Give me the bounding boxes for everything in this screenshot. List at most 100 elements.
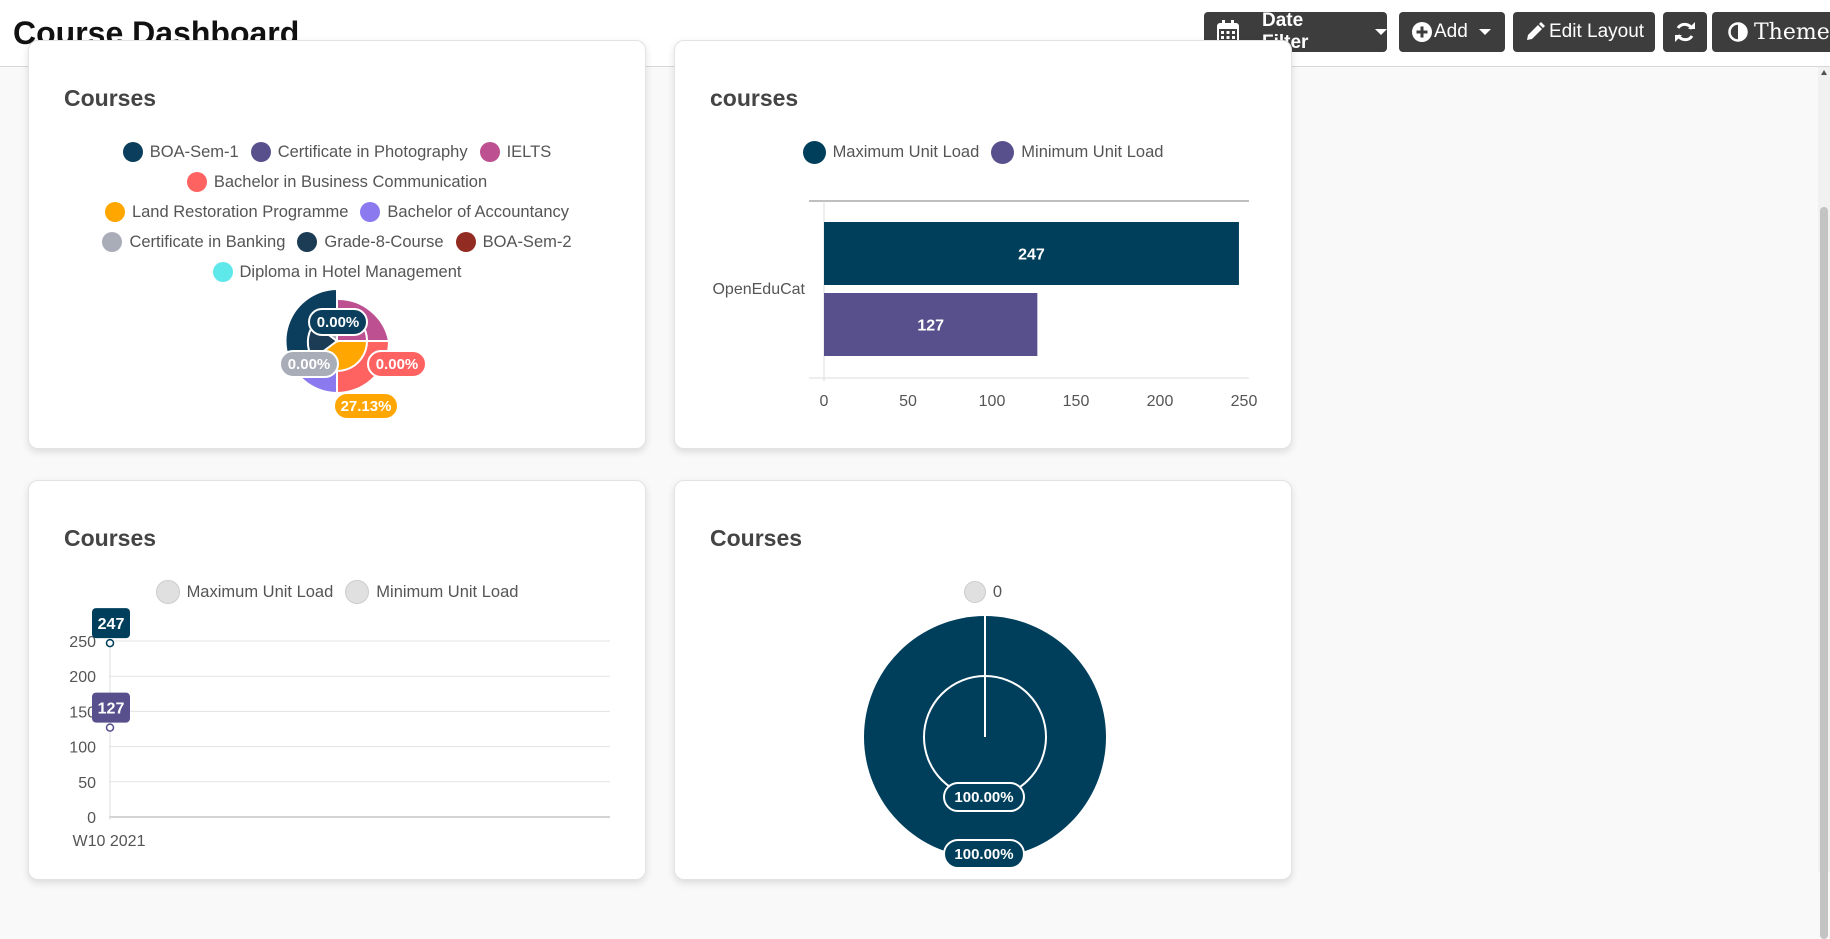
legend-color-swatch xyxy=(297,232,318,252)
line-point[interactable] xyxy=(105,723,115,732)
legend-color-swatch xyxy=(455,232,476,252)
legend-label: Maximum Unit Load xyxy=(832,142,980,161)
courses-line-card: Courses Maximum Unit Load Minimum Unit L… xyxy=(28,480,646,880)
theme-button[interactable]: Theme xyxy=(1712,12,1830,52)
legend-item[interactable]: 0 xyxy=(963,581,1002,603)
legend-color-swatch xyxy=(122,142,143,162)
legend-item[interactable]: Maximum Unit Load xyxy=(155,580,334,604)
line-legend: Maximum Unit Load Minimum Unit Load xyxy=(29,577,645,607)
scroll-up-arrow-icon[interactable] xyxy=(1821,70,1827,75)
legend-color-swatch xyxy=(155,580,180,604)
data-label-bg xyxy=(92,692,130,723)
y-tick-label: 100 xyxy=(69,740,96,757)
legend-color-swatch xyxy=(186,172,207,192)
edit-layout-button[interactable]: Edit Layout xyxy=(1513,12,1655,52)
legend-label: Minimum Unit Load xyxy=(1021,142,1164,161)
pie-data-label: 100.00% xyxy=(954,846,1013,863)
legend-color-swatch xyxy=(345,580,370,604)
y-tick-label: 200 xyxy=(69,669,96,686)
legend-item[interactable]: Minimum Unit Load xyxy=(991,140,1164,164)
pie-data-label: 0.00% xyxy=(317,314,360,331)
chevron-down-icon xyxy=(1375,29,1387,35)
legend-item[interactable]: Certificate in Banking xyxy=(102,232,285,252)
y-tick-label: 0 xyxy=(87,810,96,827)
legend-color-swatch xyxy=(250,142,271,162)
legend-label: Maximum Unit Load xyxy=(186,582,334,601)
pie-data-label-bg xyxy=(943,839,1025,869)
legend-item[interactable]: Land Restoration Programme xyxy=(104,202,349,222)
scrollbar-thumb[interactable] xyxy=(1820,207,1828,939)
x-tick-label: 50 xyxy=(899,393,917,410)
card-title: courses xyxy=(710,85,799,111)
legend-color-swatch xyxy=(360,202,381,222)
legend-label: Bachelor of Accountancy xyxy=(387,202,570,221)
vertical-scrollbar[interactable] xyxy=(1818,67,1830,939)
legend-item[interactable]: Bachelor in Business Communication xyxy=(186,172,488,192)
data-label-bg xyxy=(92,608,130,639)
pie-data-label: 27.13% xyxy=(341,398,392,415)
legend-label: BOA-Sem-2 xyxy=(482,232,572,251)
pie-data-label-bg xyxy=(308,308,368,336)
line-point[interactable] xyxy=(105,638,115,648)
pie-chart: 0.00% 0.00% 0.00% 27.13% xyxy=(279,287,427,420)
bar[interactable] xyxy=(824,222,1239,285)
add-label: Add xyxy=(1434,21,1468,42)
bar[interactable] xyxy=(824,293,1038,356)
legend-color-swatch xyxy=(479,142,500,162)
chevron-down-icon xyxy=(1478,29,1491,35)
pie-data-label: 0.00% xyxy=(288,356,331,373)
x-tick-label: 0 xyxy=(820,393,829,410)
legend-color-swatch xyxy=(104,202,125,222)
pie-legend: BOA-Sem-1 Certificate in Photography IEL… xyxy=(29,137,645,287)
plus-circle-icon xyxy=(1412,22,1432,42)
legend-label: Certificate in Photography xyxy=(277,142,468,161)
legend-color-swatch xyxy=(102,232,123,252)
y-tick-label: 150 xyxy=(69,704,96,721)
pie-data-label: 100.00% xyxy=(954,789,1013,806)
y-tick-label: 50 xyxy=(78,775,96,792)
pie-data-label-bg xyxy=(943,782,1025,812)
card-title: Courses xyxy=(64,85,157,111)
legend-item[interactable]: Minimum Unit Load xyxy=(345,580,518,604)
x-tick-label: 150 xyxy=(1063,393,1090,410)
y-tick-label: 250 xyxy=(69,634,96,651)
legend-color-swatch xyxy=(212,262,233,282)
pie-data-label-bg xyxy=(279,350,339,378)
legend-label: Bachelor in Business Communication xyxy=(213,172,488,191)
legend-item[interactable]: Grade-8-Course xyxy=(297,232,444,252)
legend-item[interactable]: Diploma in Hotel Management xyxy=(212,262,462,282)
legend-item[interactable]: Maximum Unit Load xyxy=(802,140,980,164)
line-data-label: 247 xyxy=(98,616,125,633)
bar-data-label: 127 xyxy=(917,318,944,335)
edit-layout-label: Edit Layout xyxy=(1549,21,1645,42)
line-chart: 0 50 100 150 200 250 W10 2021 247 127 xyxy=(69,608,610,850)
x-tick-label: 250 xyxy=(1231,393,1258,410)
legend-item[interactable]: IELTS xyxy=(479,142,552,162)
card-title: Courses xyxy=(64,525,157,551)
theme-label: Theme xyxy=(1754,19,1830,45)
category-label: OpenEduCat xyxy=(712,281,805,298)
pie-data-label-bg xyxy=(367,350,427,378)
legend-label: BOA-Sem-1 xyxy=(149,142,239,161)
bar-legend: Maximum Unit Load Minimum Unit Load xyxy=(675,137,1291,167)
legend-color-swatch xyxy=(963,581,986,603)
bar-data-label: 247 xyxy=(1018,247,1045,264)
pie-data-label: 0.00% xyxy=(376,356,419,373)
courses-bar-card: courses Maximum Unit Load Minimum Unit L… xyxy=(674,40,1292,449)
legend-label: Land Restoration Programme xyxy=(131,202,349,221)
doughnut-legend: 0 xyxy=(675,577,1291,607)
x-tick-label: W10 2021 xyxy=(73,833,146,850)
legend-label: Diploma in Hotel Management xyxy=(239,262,462,281)
refresh-button[interactable] xyxy=(1663,12,1707,52)
legend-label: IELTS xyxy=(506,142,552,161)
doughnut-chart: 100.00% 100.00% xyxy=(864,616,1106,869)
calendar-icon xyxy=(1217,20,1239,44)
legend-label: Minimum Unit Load xyxy=(376,582,519,601)
legend-item[interactable]: BOA-Sem-2 xyxy=(455,232,572,252)
legend-color-swatch xyxy=(802,140,826,164)
legend-item[interactable]: Certificate in Photography xyxy=(250,142,468,162)
legend-item[interactable]: Bachelor of Accountancy xyxy=(360,202,569,222)
add-button[interactable]: Add xyxy=(1399,12,1505,52)
legend-item[interactable]: BOA-Sem-1 xyxy=(122,142,239,162)
courses-doughnut-card: Courses 0 100.00% 100.00% xyxy=(674,480,1292,880)
